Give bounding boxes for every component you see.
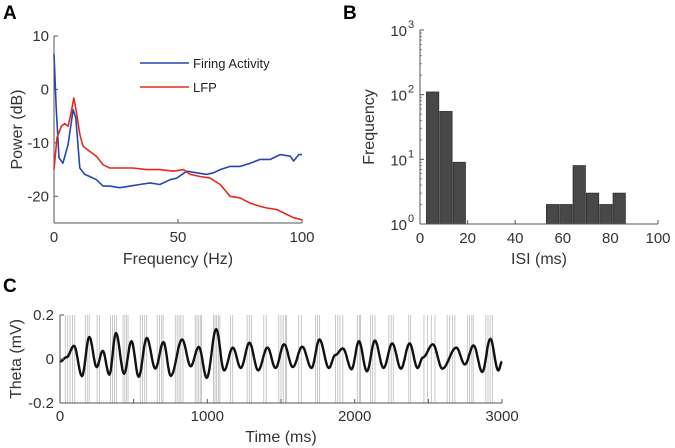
histogram-bar — [439, 111, 453, 225]
y-tick-label-base: 10 — [390, 217, 407, 234]
x-tick-label: 3000 — [485, 408, 518, 425]
y-tick-label-exponent: 3 — [408, 19, 414, 31]
y-tick-label-exponent: 1 — [408, 148, 414, 160]
x-tick-label: 0 — [50, 229, 58, 246]
series-line-firing-activity — [53, 54, 302, 189]
x-axis-label: Time (ms) — [245, 429, 316, 446]
legend-label: Firing Activity — [193, 56, 270, 71]
histogram-bar — [612, 192, 626, 225]
x-tick-label: 20 — [459, 230, 476, 247]
histogram-bar — [585, 192, 600, 225]
histogram-bar — [546, 204, 560, 225]
x-tick-label: 1000 — [191, 408, 224, 425]
x-tick-label: 40 — [507, 230, 524, 247]
histogram-bar — [426, 91, 440, 225]
y-tick-label: 0.2 — [33, 307, 54, 324]
legend-label: LFP — [193, 80, 217, 95]
y-tick-label-base: 10 — [390, 88, 407, 105]
theta-line — [59, 327, 503, 380]
x-tick-label: 2000 — [338, 408, 371, 425]
x-tick-label: 0 — [56, 408, 64, 425]
x-tick-label: 50 — [170, 229, 187, 246]
x-tick-label: 80 — [602, 230, 619, 247]
histogram-bar — [572, 165, 586, 225]
x-tick-label: 60 — [554, 230, 571, 247]
y-axis-label: Frequency — [361, 89, 378, 165]
histogram-bar — [452, 161, 466, 225]
y-tick-label: -20 — [27, 188, 49, 205]
y-tick-label-exponent: 0 — [408, 213, 414, 225]
y-tick-label-exponent: 2 — [408, 84, 414, 96]
histogram-bar — [559, 204, 573, 225]
y-tick-label: 0 — [41, 81, 49, 98]
x-tick-label: 100 — [289, 229, 314, 246]
y-tick-label: -10 — [27, 135, 49, 152]
panel-label-a: A — [3, 3, 17, 24]
y-axis-label: Power (dB) — [9, 89, 26, 169]
y-tick-label: 0 — [46, 351, 54, 368]
x-tick-label: 100 — [645, 230, 670, 247]
y-tick-label-base: 10 — [390, 152, 407, 169]
x-tick-label: 0 — [416, 230, 424, 247]
panel-label-b: B — [343, 3, 357, 24]
y-tick-label: 10 — [32, 28, 49, 45]
panel-label-c: C — [3, 276, 17, 297]
y-tick-label: -0.2 — [28, 395, 54, 412]
series-line-lfp — [53, 97, 303, 221]
y-tick-label-base: 10 — [390, 23, 407, 40]
y-axis-label: Theta (mV) — [8, 319, 25, 399]
x-axis-label: ISI (ms) — [511, 251, 567, 268]
x-axis-label: Frequency (Hz) — [123, 251, 233, 268]
